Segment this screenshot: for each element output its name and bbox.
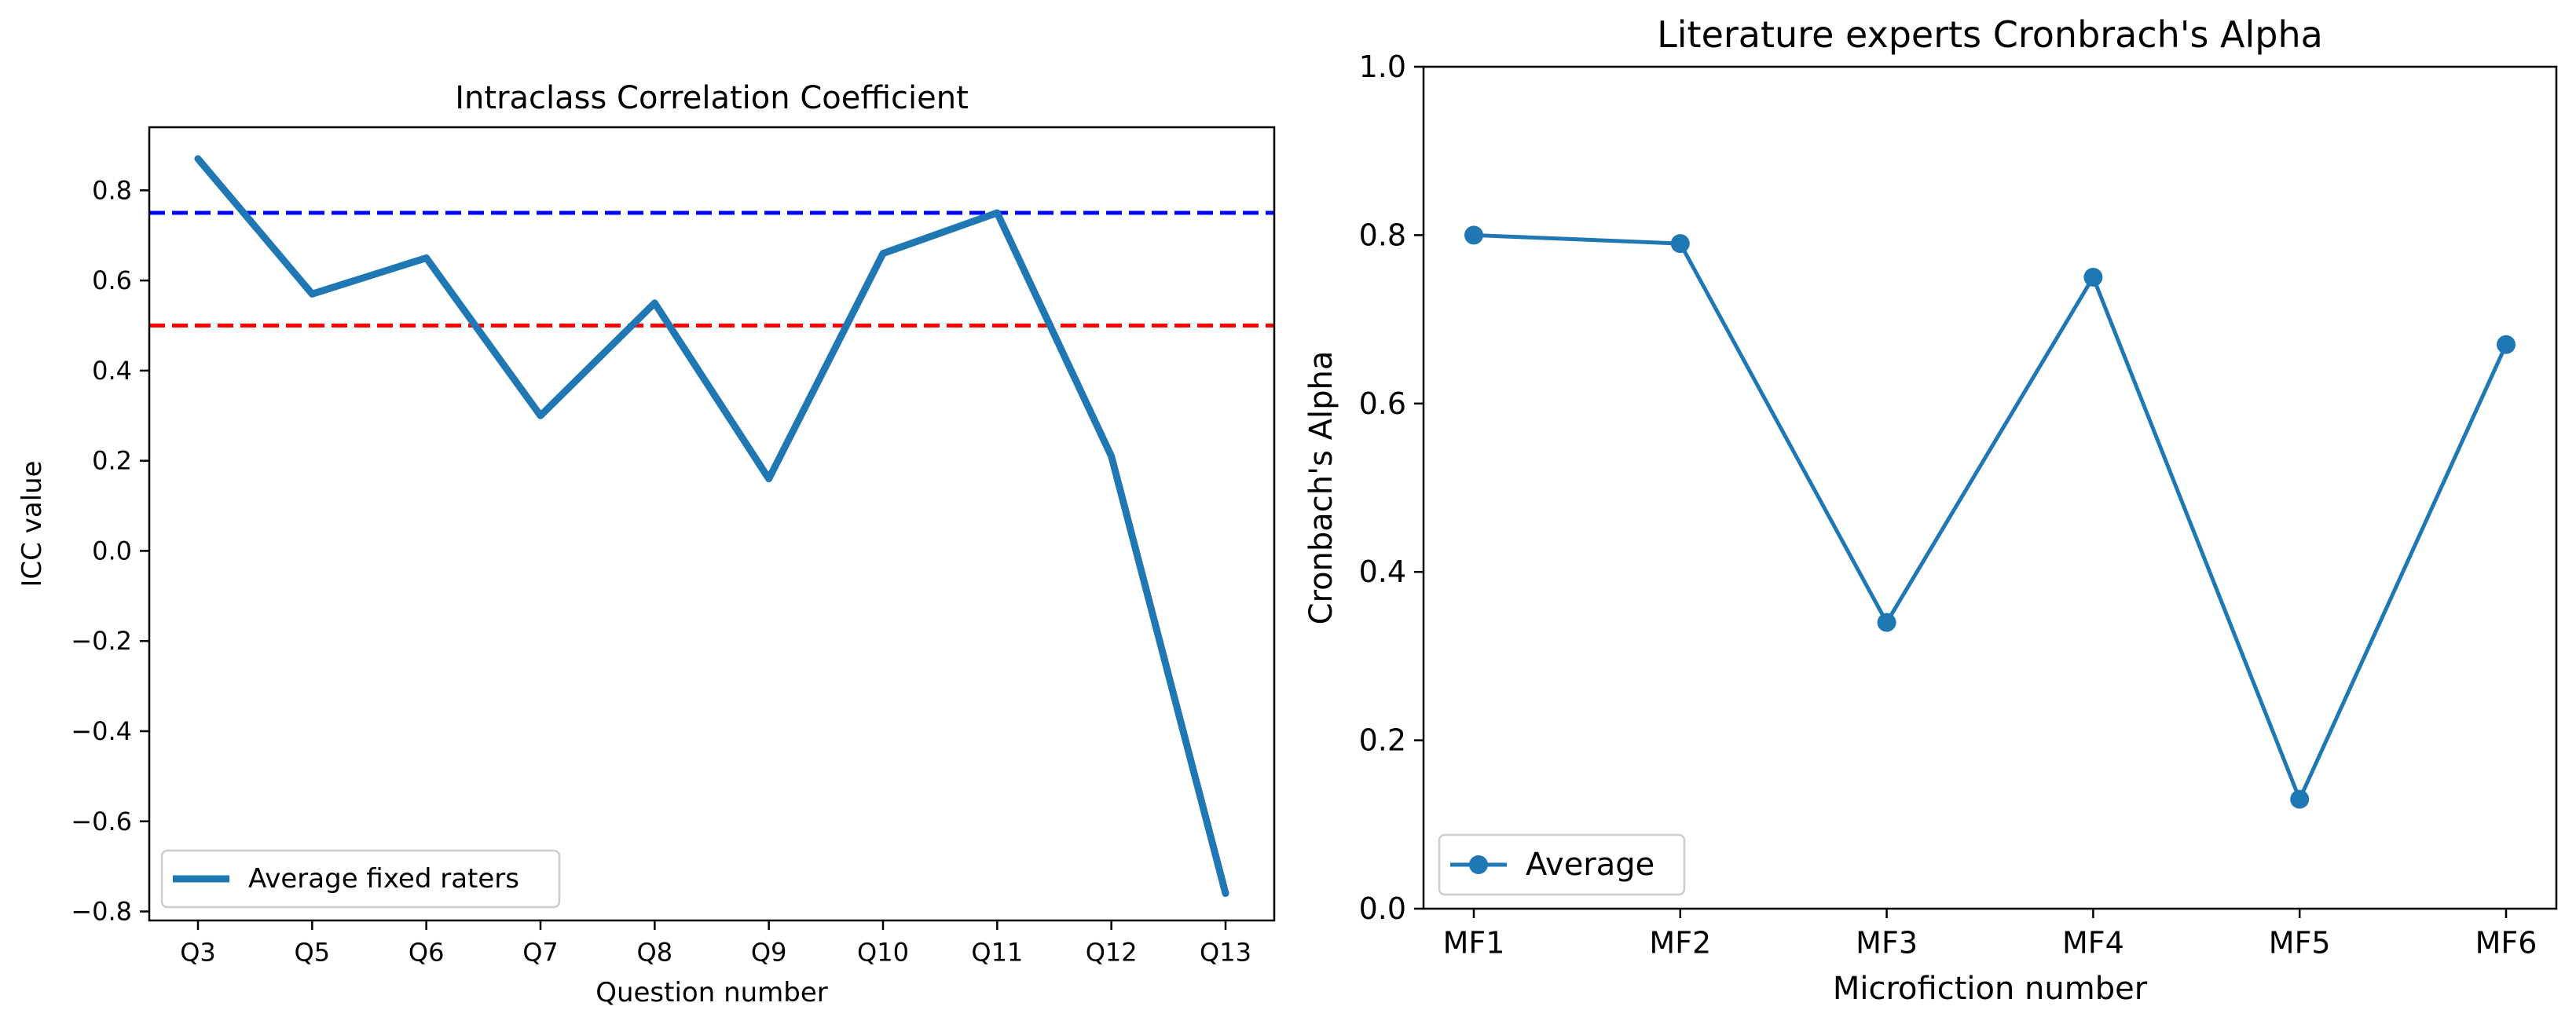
legend-label: Average fixed raters (248, 863, 519, 895)
y-axis-label: Cronbach's Alpha (1303, 351, 1339, 625)
y-tick-label: 0.2 (1359, 723, 1406, 758)
x-tick-label: MF3 (1856, 925, 1918, 960)
plot-frame (1422, 65, 2558, 910)
y-tick-label: 0.4 (1359, 554, 1406, 589)
y-tick-label: −0.2 (71, 626, 132, 656)
legend-label: Average (1526, 847, 1654, 883)
chart-title: Literature experts Cronbrach's Alpha (1657, 13, 2323, 56)
y-tick-label: −0.4 (71, 716, 132, 746)
x-tick-label: MF5 (2269, 925, 2331, 960)
legend: Average (1438, 833, 1686, 896)
x-tick-label: Q13 (1200, 938, 1251, 968)
x-tick-label: Q7 (522, 938, 559, 968)
x-tick-label: MF1 (1443, 925, 1505, 960)
x-tick-label: Q11 (971, 938, 1023, 968)
data-point (1670, 234, 1690, 254)
series-line-0 (1471, 232, 2508, 802)
chart-title: Intraclass Correlation Coefficient (455, 80, 969, 116)
x-tick-label: Q3 (180, 938, 216, 968)
data-point (1877, 613, 1896, 632)
data-point (1464, 225, 1483, 245)
data-point (2290, 789, 2310, 809)
y-tick-label: 1.0 (1359, 49, 1406, 84)
x-tick-label: MF2 (1649, 925, 1711, 960)
data-point (2497, 335, 2516, 354)
x-tick-label: Q9 (751, 938, 787, 968)
y-tick-label: 0.4 (92, 356, 132, 386)
legend-marker (1469, 855, 1488, 874)
y-tick-label: 0.2 (92, 446, 132, 476)
legend-box (1438, 833, 1686, 896)
legend: Average fixed raters (160, 849, 561, 909)
y-axis-label: ICC value (16, 460, 48, 587)
x-axis-label: Microfiction number (1833, 971, 2148, 1007)
legend-box (160, 849, 561, 909)
data-point (2083, 268, 2103, 287)
cronbach-chart: 0.0 0.2 0.4 0.6 0.8 1.0 MF1 MF2 MF3 MF4 MF5 MF6 Lite… (1303, 13, 2558, 1007)
y-tick-label: 0.0 (1359, 891, 1406, 926)
x-tick-label: MF4 (2062, 925, 2124, 960)
y-tick-label: −0.6 (71, 807, 132, 836)
x-tick-label: Q5 (295, 938, 331, 968)
y-tick-label: 0.6 (92, 265, 132, 295)
y-tick-label: −0.8 (71, 897, 132, 927)
x-tick-label: MF6 (2475, 925, 2538, 960)
y-tick-label: 0.8 (1359, 218, 1406, 252)
x-tick-label: Q8 (637, 938, 673, 968)
x-tick-label: Q12 (1086, 938, 1138, 968)
y-tick-label: 0.8 (92, 175, 132, 205)
x-tick-label: Q10 (857, 938, 909, 968)
x-axis-label: Question number (595, 977, 828, 1008)
y-tick-label: 0.6 (1359, 386, 1406, 421)
icc-chart: −0.8 −0.6 −0.4 −0.2 0.0 0.2 0.4 0.6 0.8 Q3 Q5 Q6 Q7 Q… (16, 80, 1276, 1008)
plot-frame (148, 126, 1276, 922)
x-tick-label: Q6 (409, 938, 445, 968)
series-line-0 (194, 155, 1229, 898)
y-tick-label: 0.0 (92, 536, 132, 565)
